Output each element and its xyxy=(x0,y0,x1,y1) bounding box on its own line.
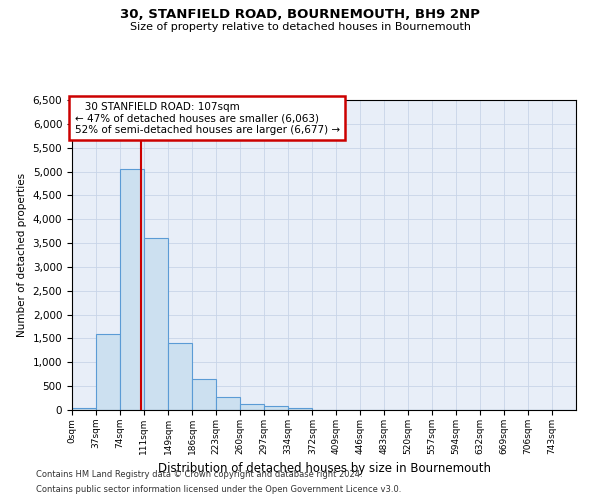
X-axis label: Distribution of detached houses by size in Bournemouth: Distribution of detached houses by size … xyxy=(157,462,491,475)
Bar xyxy=(288,408,312,410)
Text: Contains public sector information licensed under the Open Government Licence v3: Contains public sector information licen… xyxy=(36,485,401,494)
Bar xyxy=(144,238,167,410)
Bar xyxy=(168,343,192,410)
Bar xyxy=(120,169,144,410)
Bar xyxy=(192,379,216,410)
Text: 30 STANFIELD ROAD: 107sqm
← 47% of detached houses are smaller (6,063)
52% of se: 30 STANFIELD ROAD: 107sqm ← 47% of detac… xyxy=(74,102,340,134)
Bar xyxy=(216,396,240,410)
Text: 30, STANFIELD ROAD, BOURNEMOUTH, BH9 2NP: 30, STANFIELD ROAD, BOURNEMOUTH, BH9 2NP xyxy=(120,8,480,20)
Bar xyxy=(96,334,120,410)
Text: Contains HM Land Registry data © Crown copyright and database right 2024.: Contains HM Land Registry data © Crown c… xyxy=(36,470,362,479)
Bar xyxy=(72,408,96,410)
Text: Size of property relative to detached houses in Bournemouth: Size of property relative to detached ho… xyxy=(130,22,470,32)
Bar xyxy=(264,406,288,410)
Y-axis label: Number of detached properties: Number of detached properties xyxy=(17,173,27,337)
Bar xyxy=(240,404,264,410)
